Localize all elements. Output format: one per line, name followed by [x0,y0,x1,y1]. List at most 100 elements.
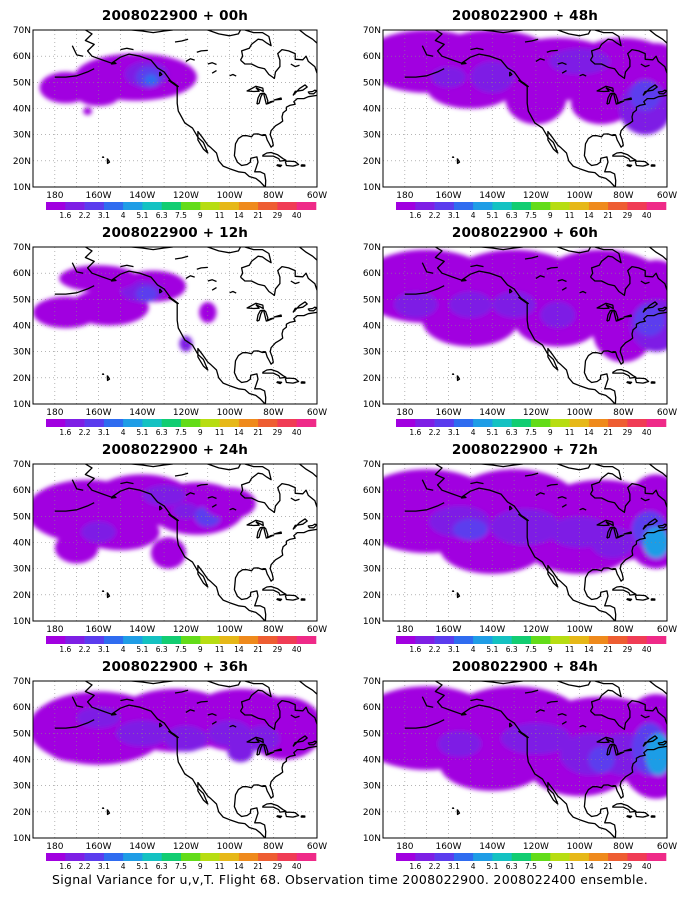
colorbar-label: 7.5 [525,211,537,220]
colorbar-label: 14 [584,211,594,220]
colorbar-label: 14 [234,862,244,871]
lat-tick-label: 50N [13,512,31,522]
lat-tick-label: 40N [13,756,31,766]
variance-contour [150,537,186,569]
colorbar-label: 1.6 [59,428,71,437]
lat-tick-label: 70N [13,243,31,253]
colorbar-label: 3.1 [98,862,110,871]
lat-tick-label: 20N [363,808,381,818]
colorbar-swatch [569,853,590,861]
colorbar-swatch [569,419,590,427]
colorbar-label: 21 [603,211,613,220]
lat-tick-label: 20N [13,591,31,601]
lat-tick-label: 20N [13,157,31,167]
colorbar-swatch [200,636,220,644]
colorbar-swatch [550,853,570,861]
map-72h: 70N 60N 50N 40N 30N 20N 10N 180 160W 140W 120W 100W… [363,460,677,654]
colorbar-label: 3.1 [448,645,460,654]
colorbar-swatch [608,853,628,861]
lat-tick-label: 30N [13,131,31,141]
variance-contour [437,730,482,757]
variance-contour [46,730,108,763]
variance-contour [172,503,199,519]
colorbar-label: 11 [215,428,225,437]
colorbar-label: 21 [603,645,613,654]
colorbar-swatch [415,419,435,427]
colorbar-label: 4 [471,211,476,220]
lat-tick-label: 60N [13,486,31,496]
panel-title: 2008022900 + 72h [451,442,599,458]
lat-tick-label: 30N [13,565,31,575]
colorbar-label: 21 [603,862,613,871]
lat-tick-label: 30N [13,782,31,792]
lat-tick-label: 10N [363,183,381,193]
colorbar-swatch [238,636,259,644]
colorbar-label: 29 [273,645,283,654]
lon-tick-label: 60W [307,842,327,852]
colorbar-swatch [200,419,220,427]
variance-field [33,265,217,352]
colorbar-label: 9 [198,645,203,654]
colorbar-label: 6.3 [506,862,518,871]
colorbar-label: 9 [548,211,553,220]
map-24h: 70N 60N 50N 40N 30N 20N 10N 180 160W 140W 120W 100W… [13,460,327,654]
colorbar-swatch [258,419,278,427]
variance-contour [645,733,667,776]
lon-tick-label: 60W [657,408,677,418]
colorbar-swatch [181,853,201,861]
colorbar-label: 40 [292,645,302,654]
colorbar-label: 40 [642,862,652,871]
lon-tick-label: 60W [657,625,677,635]
lat-tick-label: 70N [13,460,31,470]
colorbar-swatch [123,853,143,861]
lon-tick-label: 120W [173,625,199,635]
colorbar-swatch [277,419,297,427]
colorbar-label: 21 [603,428,613,437]
coastlines [404,30,667,187]
panel-12h: 2008022900 + 12h 70N 60N 50N 40N 30N 20N 10N 18… [0,225,340,441]
colorbar: 1.6 2.2 3.1 4 5.1 6.3 7.5 9 11 14 21 29 40 [396,419,667,437]
lon-tick-label: 140W [129,408,155,418]
colorbar-swatch [296,636,317,644]
lat-tick-label: 70N [363,26,381,36]
colorbar-label: 3.1 [98,428,110,437]
panel-title: 2008022900 + 24h [101,442,249,458]
colorbar-swatch [453,202,474,210]
colorbar-swatch [415,853,435,861]
colorbar-swatch [219,202,240,210]
colorbar-swatch [258,636,278,644]
colorbar-label: 11 [565,428,575,437]
colorbar-label: 9 [548,862,553,871]
colorbar-label: 4 [471,862,476,871]
colorbar-label: 4 [121,428,126,437]
lon-tick-label: 100W [567,842,593,852]
colorbar-label: 14 [234,428,244,437]
colorbar-swatch [219,636,240,644]
colorbar-label: 29 [623,428,633,437]
colorbar-label: 6.3 [156,862,168,871]
colorbar: 1.6 2.2 3.1 4 5.1 6.3 7.5 9 11 14 21 29 40 [396,636,667,654]
colorbar-swatch [608,636,628,644]
coastlines [404,681,667,838]
lat-tick-label: 70N [13,26,31,36]
colorbar-swatch [238,853,259,861]
lat-tick-label: 10N [13,834,31,844]
colorbar-swatch [161,853,182,861]
variance-contour [227,741,254,763]
variance-contour [394,291,438,318]
colorbar-swatch [65,202,85,210]
lat-tick-label: 60N [363,486,381,496]
colorbar-label: 6.3 [506,428,518,437]
map-00h: 70N 60N 50N 40N 30N 20N 10N 180 160W 140W 120W 100W… [13,26,327,220]
colorbar-label: 40 [642,645,652,654]
colorbar-label: 11 [565,211,575,220]
colorbar-label: 29 [623,211,633,220]
lon-tick-label: 120W [523,408,549,418]
colorbar-swatch [473,419,493,427]
coastlines [54,464,317,621]
lat-tick-label: 50N [13,78,31,88]
colorbar-swatch [181,419,201,427]
colorbar-swatch [646,853,667,861]
colorbar-swatch [434,419,455,427]
lat-tick-label: 60N [13,269,31,279]
